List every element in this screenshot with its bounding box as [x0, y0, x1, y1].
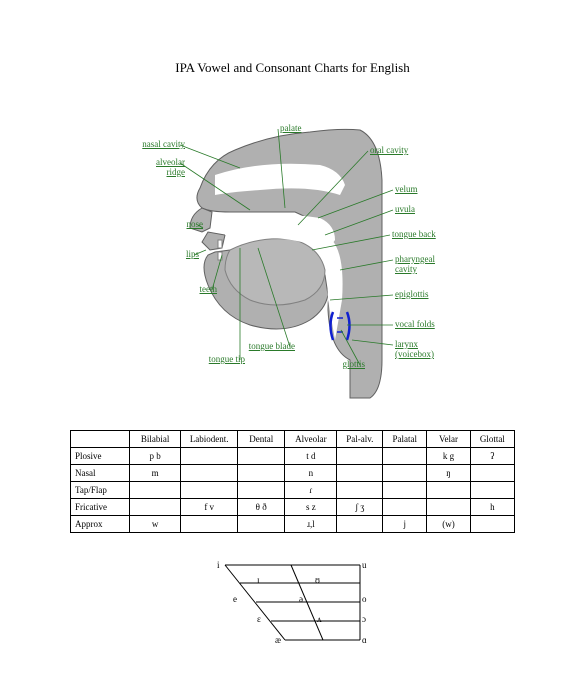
cell: h	[470, 499, 514, 516]
vowel-ʌ: ʌ	[317, 614, 322, 624]
cell: ʃ ʒ	[337, 499, 383, 516]
row-header: Plosive	[71, 448, 130, 465]
cell	[470, 516, 514, 533]
cell	[427, 482, 470, 499]
vowel-æ: æ	[275, 635, 281, 645]
cell: t d	[285, 448, 337, 465]
diagram-label-alveolar_ridge: alveolarridge	[156, 158, 185, 178]
diagram-label-palate: palate	[280, 124, 302, 134]
cell: ʔ	[470, 448, 514, 465]
cell	[383, 448, 427, 465]
vowel-ʊ: ʊ	[315, 575, 320, 585]
cell: (w)	[427, 516, 470, 533]
table-row: Nasalm n ŋ	[71, 465, 515, 482]
cell	[129, 499, 181, 516]
cell	[383, 465, 427, 482]
col-header: Palatal	[383, 431, 427, 448]
consonant-table-wrap: BilabialLabiodent.DentalAlveolarPal-alv.…	[70, 430, 515, 533]
cell	[337, 482, 383, 499]
page-title: IPA Vowel and Consonant Charts for Engli…	[0, 60, 585, 76]
vowel-i: i	[217, 560, 220, 570]
col-header: Alveolar	[285, 431, 337, 448]
cell: s z	[285, 499, 337, 516]
diagram-label-pharyngeal: pharyngealcavity	[395, 255, 435, 275]
row-header: Tap/Flap	[71, 482, 130, 499]
col-header: Bilabial	[129, 431, 181, 448]
col-header: Pal-alv.	[337, 431, 383, 448]
vowel-ɔ: ɔ	[362, 614, 366, 624]
cell: ɾ	[285, 482, 337, 499]
cell	[238, 482, 285, 499]
cell	[238, 516, 285, 533]
cell: p b	[129, 448, 181, 465]
cell	[181, 482, 238, 499]
diagram-label-oral_cavity: oral cavity	[370, 146, 408, 156]
cell: f v	[181, 499, 238, 516]
cell	[470, 482, 514, 499]
vowel-ɑ: ɑ	[362, 635, 367, 645]
diagram-label-tongue_tip: tongue tip	[209, 355, 245, 365]
diagram-label-tongue_back: tongue back	[392, 230, 436, 240]
diagram-label-velum: velum	[395, 185, 418, 195]
cell	[470, 465, 514, 482]
cell	[181, 516, 238, 533]
col-header: Glottal	[470, 431, 514, 448]
consonant-table: BilabialLabiodent.DentalAlveolarPal-alv.…	[70, 430, 515, 533]
cell	[238, 448, 285, 465]
col-header: Labiodent.	[181, 431, 238, 448]
cell	[129, 482, 181, 499]
cell	[337, 516, 383, 533]
diagram-label-tongue_blade: tongue blade	[249, 342, 295, 352]
diagram-label-glottis: glottis	[342, 360, 365, 370]
vowel-ɪ: ɪ	[257, 575, 260, 585]
diagram-label-larynx: larynx(voicebox)	[395, 340, 434, 360]
col-header: Velar	[427, 431, 470, 448]
vowel-u: u	[362, 560, 367, 570]
cell	[427, 499, 470, 516]
diagram-label-uvula: uvula	[395, 205, 415, 215]
diagram-label-epiglottis: epiglottis	[395, 290, 429, 300]
diagram-label-vocal_folds: vocal folds	[395, 320, 435, 330]
diagram-label-nose: nose	[187, 220, 204, 230]
cell	[383, 499, 427, 516]
cell	[337, 448, 383, 465]
diagram-label-nasal_cavity: nasal cavity	[142, 140, 185, 150]
vowel-o: o	[362, 594, 367, 604]
row-header: Nasal	[71, 465, 130, 482]
vowel-chart: i u ɪ ʊ e o ə ɛ ɔ ʌ æ ɑ	[215, 560, 370, 650]
cell: ɹ,l	[285, 516, 337, 533]
vowel-ɛ: ɛ	[257, 614, 261, 624]
cell: w	[129, 516, 181, 533]
row-header: Approx	[71, 516, 130, 533]
diagram-label-teeth: teeth	[200, 285, 218, 295]
col-header: Dental	[238, 431, 285, 448]
cell: k g	[427, 448, 470, 465]
table-row: Plosivep b t d k gʔ	[71, 448, 515, 465]
table-row: Tap/Flap ɾ	[71, 482, 515, 499]
cell	[181, 448, 238, 465]
page: IPA Vowel and Consonant Charts for Engli…	[0, 0, 585, 685]
cell: j	[383, 516, 427, 533]
cell	[383, 482, 427, 499]
cell: θ ð	[238, 499, 285, 516]
vowel-e: e	[233, 594, 237, 604]
table-row: Approxw ɹ,l j(w)	[71, 516, 515, 533]
vowel-ə: ə	[299, 594, 303, 604]
cell: m	[129, 465, 181, 482]
cell: n	[285, 465, 337, 482]
col-header	[71, 431, 130, 448]
vowel-chart-svg	[215, 560, 370, 650]
table-row: Fricative f vθ ðs zʃ ʒ h	[71, 499, 515, 516]
cell	[337, 465, 383, 482]
cell	[238, 465, 285, 482]
row-header: Fricative	[71, 499, 130, 516]
vocal-tract-diagram: nasal cavity alveolarridge nose lips teeth to…	[130, 100, 460, 400]
diagram-label-lips: lips	[186, 250, 199, 260]
cell	[181, 465, 238, 482]
cell: ŋ	[427, 465, 470, 482]
